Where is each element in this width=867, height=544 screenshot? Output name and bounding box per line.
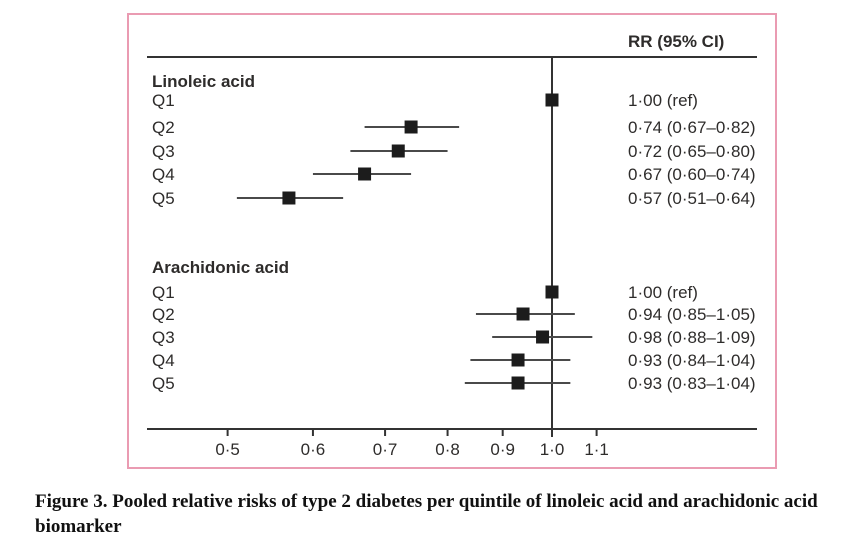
point-estimate-marker xyxy=(545,285,559,299)
quintile-label: Q3 xyxy=(152,142,175,161)
rr-ci-value: 0·93 (0·84–1·04) xyxy=(628,351,756,370)
point-estimate-marker xyxy=(358,167,372,181)
point-estimate-marker xyxy=(516,307,530,321)
quintile-label: Q5 xyxy=(152,374,175,393)
forest-plot-panel: RR (95% CI) 0·5 0·6 0·7 0·8 0·9 1·0 1·1 Linoleic… xyxy=(127,13,777,469)
quintile-label: Q4 xyxy=(152,165,175,184)
rr-ci-value: 0·98 (0·88–1·09) xyxy=(628,328,756,347)
rr-ci-value: 0·94 (0·85–1·05) xyxy=(628,305,756,324)
point-estimate-marker xyxy=(536,330,550,344)
quintile-label: Q5 xyxy=(152,189,175,208)
forest-plot: RR (95% CI) 0·5 0·6 0·7 0·8 0·9 1·0 1·1 Linoleic… xyxy=(147,32,757,459)
quintile-label: Q3 xyxy=(152,328,175,347)
x-axis-tick-label: 0·8 xyxy=(435,440,460,459)
group-label: Arachidonic acid xyxy=(152,258,289,277)
quintile-label: Q4 xyxy=(152,351,175,370)
rr-ci-value: 0·74 (0·67–0·82) xyxy=(628,118,756,137)
x-axis-tick-label: 1·1 xyxy=(584,440,609,459)
x-axis-tick-label: 0·6 xyxy=(301,440,326,459)
quintile-label: Q2 xyxy=(152,305,175,324)
rr-column-header: RR (95% CI) xyxy=(628,32,724,51)
x-axis-tick-label: 0·7 xyxy=(373,440,398,459)
rr-ci-value: 0·93 (0·83–1·04) xyxy=(628,374,756,393)
rr-ci-value: 0·57 (0·51–0·64) xyxy=(628,189,756,208)
point-estimate-marker xyxy=(511,353,525,367)
rr-ci-value: 1·00 (ref) xyxy=(628,283,698,302)
rr-ci-value: 0·67 (0·60–0·74) xyxy=(628,165,756,184)
rr-ci-value: 0·72 (0·65–0·80) xyxy=(628,142,756,161)
point-estimate-marker xyxy=(391,144,405,158)
point-estimate-marker xyxy=(545,93,559,107)
rr-ci-value: 1·00 (ref) xyxy=(628,91,698,110)
quintile-label: Q1 xyxy=(152,283,175,302)
x-axis-tick-label: 0·5 xyxy=(215,440,240,459)
point-estimate-marker xyxy=(511,376,525,390)
group-label: Linoleic acid xyxy=(152,72,255,91)
x-axis-tick-label: 1·0 xyxy=(540,440,565,459)
point-estimate-marker xyxy=(282,191,296,205)
figure-caption: Figure 3. Pooled relative risks of type … xyxy=(35,491,818,537)
x-axis-tick-label: 0·9 xyxy=(490,440,515,459)
quintile-label: Q2 xyxy=(152,118,175,137)
quintile-label: Q1 xyxy=(152,91,175,110)
point-estimate-marker xyxy=(404,120,418,134)
